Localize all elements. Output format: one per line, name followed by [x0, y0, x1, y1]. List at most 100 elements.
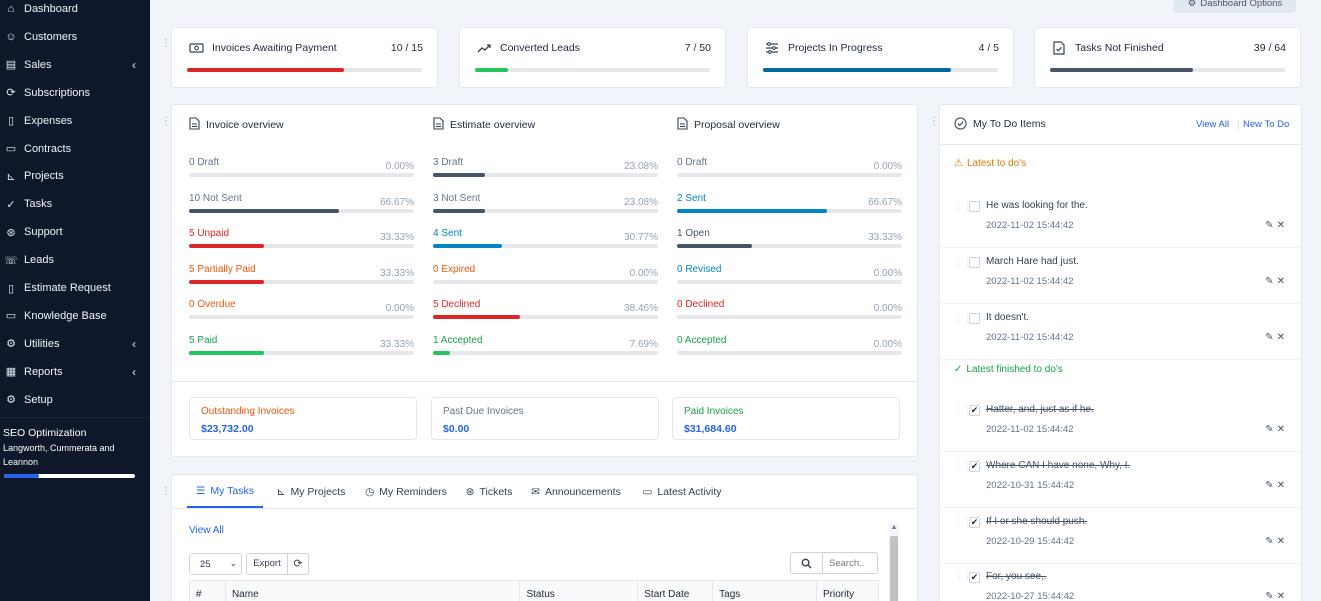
drag-handle-icon[interactable]: ⋮⋮: [929, 116, 948, 127]
sidebar-project[interactable]: SEO Optimization Langworth, Cummerata an…: [3, 427, 143, 469]
export-button[interactable]: Export: [246, 553, 288, 575]
edit-icon[interactable]: ✎: [1265, 275, 1274, 287]
overview-row[interactable]: 4 Sent 30.77%: [433, 228, 658, 252]
column-header[interactable]: Status: [519, 580, 639, 601]
refresh-button[interactable]: ⟳: [287, 553, 309, 575]
overview-row[interactable]: 5 Paid 33.33%: [189, 335, 414, 359]
edit-icon[interactable]: ✎: [1265, 424, 1274, 435]
drag-handle-icon[interactable]: ⋮⋮: [954, 200, 972, 210]
sidebar-item-knowledge-base[interactable]: ▭ Knowledge Base: [0, 306, 150, 326]
overview-row-label[interactable]: 10 Not Sent: [189, 192, 242, 204]
todo-view-all-link[interactable]: View All: [1196, 119, 1230, 130]
todo-checkbox[interactable]: [969, 256, 980, 268]
sidebar-item-customers[interactable]: ☺ Customers: [0, 27, 150, 47]
drag-handle-icon[interactable]: ⋮⋮: [161, 116, 180, 127]
past-due-invoices-box[interactable]: Past Due Invoices $0.00: [431, 397, 659, 440]
dashboard-options-button[interactable]: ⚙ Dashboard Options: [1174, 0, 1296, 13]
todo-checkbox[interactable]: ✔: [969, 460, 980, 472]
overview-row[interactable]: 2 Sent 66.67%: [677, 193, 902, 217]
overview-row-label[interactable]: 2 Sent: [677, 192, 706, 204]
search-input[interactable]: [822, 552, 878, 574]
overview-row[interactable]: 0 Draft 0.00%: [189, 157, 414, 181]
overview-row-label[interactable]: 0 Revised: [677, 263, 722, 275]
overview-row-label[interactable]: 5 Declined: [433, 299, 481, 310]
tab-announcements[interactable]: ✉ Announcements: [528, 475, 624, 508]
drag-handle-icon[interactable]: ⋮⋮: [954, 255, 972, 266]
tab-latest-activity[interactable]: ▭ Latest Activity: [637, 475, 727, 508]
overview-row[interactable]: 5 Unpaid 33.33%: [189, 228, 414, 252]
scroll-up-icon[interactable]: ▲: [890, 524, 898, 531]
todo-checkbox[interactable]: ✔: [969, 572, 980, 584]
drag-handle-icon[interactable]: ⋮⋮: [954, 404, 972, 414]
paid-invoices-box[interactable]: Paid Invoices $31,684.60: [672, 397, 900, 440]
edit-icon[interactable]: ✎: [1265, 479, 1274, 491]
overview-row-label[interactable]: 0 Declined: [677, 299, 725, 310]
edit-icon[interactable]: ✎: [1265, 535, 1274, 547]
overview-row-label[interactable]: 0 Draft: [677, 157, 708, 168]
sidebar-item-support[interactable]: ⊛ Support: [0, 222, 150, 242]
overview-row-label[interactable]: 0 Accepted: [677, 334, 727, 346]
overview-row-label[interactable]: 0 Draft: [189, 157, 220, 168]
todo-checkbox[interactable]: ✔: [969, 516, 980, 528]
sidebar-item-tasks[interactable]: ✓ Tasks: [0, 194, 150, 214]
overview-row[interactable]: 0 Overdue 0.00%: [189, 299, 414, 323]
sidebar-item-setup[interactable]: ⚙ Setup: [0, 390, 150, 410]
overview-row[interactable]: 10 Not Sent 66.67%: [189, 193, 414, 217]
tab-my-tasks[interactable]: ☰ My Tasks: [187, 475, 263, 508]
todo-checkbox[interactable]: [969, 312, 980, 324]
edit-icon[interactable]: ✎: [1265, 220, 1274, 231]
edit-icon[interactable]: ✎: [1265, 331, 1274, 343]
sidebar-item-reports[interactable]: ▦ Reports ‹: [0, 362, 150, 382]
overview-row-label[interactable]: 3 Draft: [433, 157, 464, 168]
tab-my-reminders[interactable]: ◷ My Reminders: [361, 475, 451, 508]
sidebar-item-leads[interactable]: ☏ Leads: [0, 250, 150, 270]
overview-row-label[interactable]: 1 Open: [677, 228, 710, 239]
tab-tickets[interactable]: ⊛ Tickets: [461, 475, 517, 508]
overview-row[interactable]: 1 Open 33.33%: [677, 228, 902, 252]
drag-handle-icon[interactable]: ⋮⋮: [161, 486, 180, 497]
overview-row[interactable]: 1 Accepted 7.69%: [433, 335, 658, 359]
sidebar-item-expenses[interactable]: ▯ Expenses: [0, 111, 150, 131]
overview-row-label[interactable]: 0 Overdue: [189, 299, 236, 310]
close-icon[interactable]: ✕: [1276, 591, 1285, 601]
drag-handle-icon[interactable]: ⋮⋮: [954, 571, 972, 582]
column-header[interactable]: Tags: [712, 580, 818, 601]
column-header[interactable]: Start Date: [637, 580, 714, 601]
sidebar-item-subscriptions[interactable]: ⟳ Subscriptions: [0, 83, 150, 103]
sidebar-item-utilities[interactable]: ⚙ Utilities ‹: [0, 334, 150, 354]
tab-my-projects[interactable]: ⊾ My Projects: [273, 475, 349, 508]
overview-row-label[interactable]: 0 Expired: [433, 263, 476, 275]
overview-row-label[interactable]: 5 Partially Paid: [189, 263, 256, 275]
todo-checkbox[interactable]: ✔: [969, 405, 980, 416]
overview-row[interactable]: 0 Declined 0.00%: [677, 299, 902, 323]
todo-checkbox[interactable]: [969, 201, 980, 212]
overview-row[interactable]: 3 Not Sent 23.08%: [433, 193, 658, 217]
new-todo-link[interactable]: New To Do: [1243, 119, 1290, 130]
outstanding-invoices-box[interactable]: Outstanding Invoices $23,732.00: [189, 397, 417, 440]
overview-row[interactable]: 0 Expired 0.00%: [433, 264, 658, 288]
overview-row-label[interactable]: 5 Paid: [189, 334, 218, 346]
scrollbar[interactable]: ▲: [889, 524, 899, 601]
drag-handle-icon[interactable]: ⋮⋮: [161, 38, 180, 49]
drag-handle-icon[interactable]: ⋮⋮: [954, 311, 972, 322]
sidebar-item-estimate-request[interactable]: ▯ Estimate Request: [0, 278, 150, 298]
sidebar-item-contracts[interactable]: ▭ Contracts: [0, 139, 150, 159]
overview-row[interactable]: 0 Revised 0.00%: [677, 264, 902, 288]
edit-icon[interactable]: ✎: [1265, 591, 1274, 601]
search-button[interactable]: [790, 552, 823, 574]
overview-row-label[interactable]: 3 Not Sent: [433, 192, 481, 204]
column-header[interactable]: #: [189, 580, 226, 601]
overview-row[interactable]: 0 Accepted 0.00%: [677, 335, 902, 359]
overview-row-label[interactable]: 5 Unpaid: [189, 228, 230, 239]
close-icon[interactable]: ✕: [1276, 424, 1285, 435]
close-icon[interactable]: ✕: [1276, 220, 1285, 231]
overview-row[interactable]: 0 Draft 0.00%: [677, 157, 902, 181]
close-icon[interactable]: ✕: [1276, 535, 1285, 547]
column-header[interactable]: Priority: [816, 580, 879, 601]
drag-handle-icon[interactable]: ⋮⋮: [954, 459, 972, 470]
scrollbar-thumb[interactable]: [890, 536, 898, 601]
page-size-select[interactable]: 25 ⌄: [189, 553, 242, 575]
sidebar-item-dashboard[interactable]: ⌂ Dashboard: [0, 0, 150, 19]
close-icon[interactable]: ✕: [1276, 275, 1285, 287]
column-header[interactable]: Name: [224, 580, 521, 601]
